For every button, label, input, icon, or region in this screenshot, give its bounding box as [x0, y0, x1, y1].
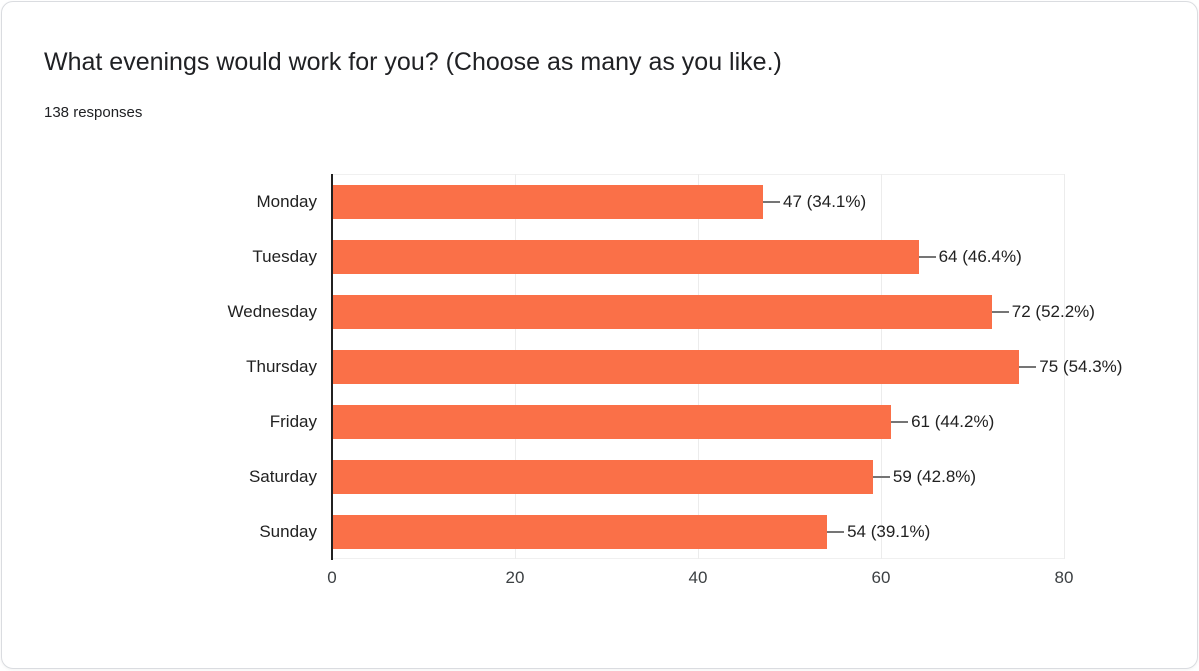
value-label-thursday: 75 (54.3%): [1019, 339, 1122, 394]
category-label-sunday: Sunday: [259, 521, 317, 541]
value-label-friday: 61 (44.2%): [891, 394, 994, 449]
bar-monday: [333, 184, 764, 219]
bar-tuesday: [333, 239, 919, 274]
bar-sunday: [333, 514, 828, 549]
value-text-monday: 47 (34.1%): [783, 191, 867, 211]
value-label-sunday: 54 (39.1%): [827, 504, 930, 559]
x-tick-60: 60: [871, 568, 891, 587]
x-tick-40: 40: [688, 568, 708, 587]
x-tick-80: 80: [1054, 568, 1074, 587]
category-label-wednesday: Wednesday: [227, 301, 317, 321]
x-tick-0: 0: [327, 568, 337, 587]
label-connector-friday: [891, 420, 909, 423]
value-text-friday: 61 (44.2%): [911, 411, 995, 431]
gridline-80: [1064, 174, 1065, 559]
value-label-monday: 47 (34.1%): [763, 174, 866, 229]
y-axis-line: [331, 174, 333, 560]
value-text-thursday: 75 (54.3%): [1039, 356, 1123, 376]
response-count: 138 responses: [44, 104, 143, 121]
value-label-wednesday: 72 (52.2%): [991, 284, 1095, 339]
category-label-saturday: Saturday: [248, 466, 317, 486]
label-connector-monday: [763, 200, 780, 203]
category-label-thursday: Thursday: [246, 356, 317, 376]
label-connector-thursday: [1019, 365, 1037, 368]
question-title: What evenings would work for you? (Choos…: [44, 48, 782, 76]
value-text-wednesday: 72 (52.2%): [1011, 301, 1095, 321]
bar-saturday: [333, 459, 873, 494]
bar-thursday: [333, 349, 1020, 384]
label-connector-sunday: [827, 530, 845, 533]
value-label-tuesday: 64 (46.4%): [918, 229, 1022, 284]
bar-wednesday: [333, 294, 992, 329]
value-label-saturday: 59 (42.8%): [872, 449, 977, 504]
bar-friday: [333, 404, 892, 439]
label-connector-wednesday: [991, 310, 1009, 313]
label-connector-tuesday: [918, 255, 936, 258]
x-tick-20: 20: [505, 568, 525, 587]
value-text-tuesday: 64 (46.4%): [938, 246, 1022, 266]
label-connector-saturday: [872, 475, 890, 478]
category-label-tuesday: Tuesday: [252, 246, 317, 266]
value-text-saturday: 59 (42.8%): [892, 466, 977, 486]
value-text-sunday: 54 (39.1%): [847, 521, 931, 541]
category-label-friday: Friday: [269, 411, 317, 431]
category-label-monday: Monday: [256, 191, 317, 211]
